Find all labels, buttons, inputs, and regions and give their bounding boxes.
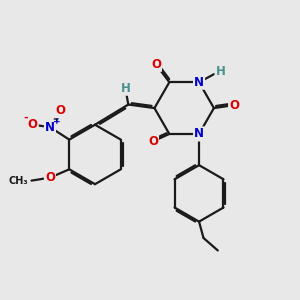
Text: N: N — [194, 128, 204, 140]
Text: O: O — [229, 99, 239, 112]
Text: N: N — [45, 121, 55, 134]
Text: -: - — [23, 113, 28, 123]
Text: O: O — [45, 171, 55, 184]
Text: O: O — [151, 58, 161, 71]
Text: O: O — [148, 135, 158, 148]
Text: CH₃: CH₃ — [9, 176, 28, 186]
Text: H: H — [120, 82, 130, 95]
Text: H: H — [215, 65, 225, 78]
Text: N: N — [194, 76, 204, 89]
Text: O: O — [28, 118, 38, 131]
Text: +: + — [53, 117, 60, 126]
Text: O: O — [56, 104, 65, 117]
